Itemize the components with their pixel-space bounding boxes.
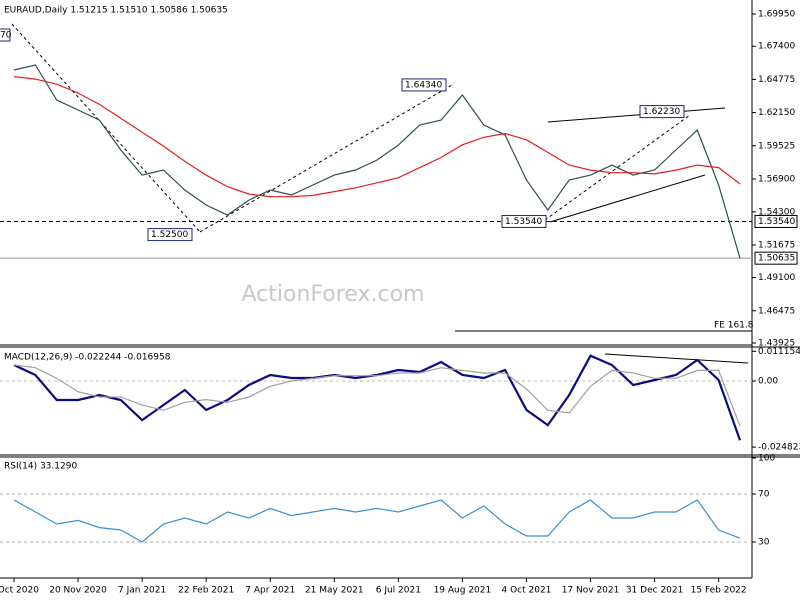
annotation-label: 1.64340 bbox=[405, 80, 442, 90]
annotation-box bbox=[639, 105, 685, 119]
annotation-box bbox=[501, 214, 547, 228]
y-tick-label: 1.69950 bbox=[758, 10, 795, 20]
price-label: 1.53540 bbox=[758, 217, 795, 227]
series-line bbox=[13, 64, 741, 259]
trend-line bbox=[199, 84, 453, 233]
y-tick-label: 1.56900 bbox=[758, 174, 795, 184]
trend-line bbox=[604, 353, 749, 364]
annotation-box bbox=[147, 228, 193, 242]
y-tick-label: 1.49100 bbox=[758, 273, 795, 283]
x-tick-label: 21 May 2021 bbox=[305, 586, 364, 596]
x-tick-label: 7 Jan 2021 bbox=[118, 586, 166, 596]
x-tick-label: 6 Jul 2021 bbox=[376, 586, 421, 596]
annotation-label: 1.52500 bbox=[151, 230, 188, 240]
price-label: 1.50635 bbox=[758, 254, 795, 264]
annotation-label: FE 161.8 bbox=[714, 321, 754, 331]
series-line bbox=[13, 364, 741, 427]
watermark: ActionForex.com bbox=[242, 282, 425, 307]
x-tick-label: 19 Aug 2021 bbox=[434, 586, 492, 596]
trend-line bbox=[547, 107, 726, 123]
annotation-label: 1.62230 bbox=[643, 107, 680, 117]
x-tick-label: 31 Dec 2021 bbox=[626, 586, 684, 596]
series-line bbox=[13, 76, 741, 198]
y-tick-label: 0.00 bbox=[758, 377, 778, 387]
y-tick-label: 1.67400 bbox=[758, 42, 795, 52]
x-tick-label: 7 Oct 2020 bbox=[0, 586, 39, 596]
x-tick-label: 20 Nov 2020 bbox=[49, 586, 107, 596]
y-tick-label: 1.64775 bbox=[758, 75, 795, 85]
x-tick-label: 4 Oct 2021 bbox=[502, 586, 552, 596]
x-tick-label: 7 Apr 2021 bbox=[245, 586, 295, 596]
y-tick-label: 70 bbox=[758, 490, 770, 500]
y-tick-label: 30 bbox=[758, 538, 770, 548]
trend-line bbox=[11, 23, 201, 233]
annotation-label: 70 bbox=[0, 31, 12, 41]
price-box bbox=[754, 251, 798, 265]
x-tick-label: 17 Nov 2021 bbox=[562, 586, 620, 596]
y-tick-label: 1.59525 bbox=[758, 141, 795, 151]
panel-title: RSI(14) 33.1290 bbox=[4, 462, 77, 472]
y-tick-label: 1.43925 bbox=[758, 339, 795, 349]
annotation-box bbox=[401, 78, 447, 92]
y-tick-label: 1.62150 bbox=[758, 108, 795, 118]
annotation-box bbox=[0, 28, 11, 42]
panel-title: MACD(12,26,9) -0.022244 -0.016958 bbox=[4, 353, 171, 363]
y-tick-label: 0.011154 bbox=[758, 347, 800, 357]
x-tick-label: 15 Feb 2022 bbox=[691, 586, 747, 596]
y-tick-label: 1.54300 bbox=[758, 207, 795, 217]
price-box bbox=[754, 214, 798, 228]
trend-line bbox=[549, 174, 706, 223]
chart-title: EURAUD,Daily 1.51215 1.51510 1.50586 1.5… bbox=[4, 6, 228, 16]
y-tick-label: 1.46475 bbox=[758, 306, 795, 316]
y-tick-label: 100 bbox=[758, 454, 775, 464]
series-line bbox=[13, 499, 741, 543]
x-tick-label: 22 Feb 2021 bbox=[178, 586, 234, 596]
y-tick-label: -0.024823 bbox=[758, 443, 800, 453]
y-tick-label: 1.51675 bbox=[758, 241, 795, 251]
annotation-label: 1.53540 bbox=[505, 217, 542, 227]
